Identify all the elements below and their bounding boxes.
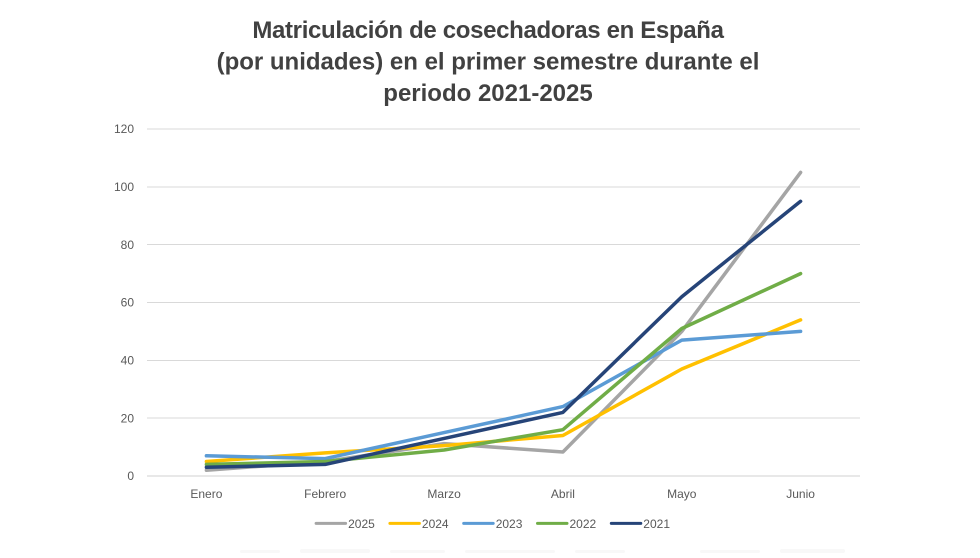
svg-text:120: 120 bbox=[114, 122, 134, 136]
svg-text:(por unidades) en el primer se: (por unidades) en el primer semestre dur… bbox=[217, 49, 760, 76]
svg-text:2021: 2021 bbox=[643, 517, 670, 531]
svg-text:2025: 2025 bbox=[348, 517, 375, 531]
svg-text:Marzo: Marzo bbox=[427, 487, 461, 501]
svg-text:80: 80 bbox=[121, 238, 135, 252]
svg-text:0: 0 bbox=[127, 469, 134, 483]
svg-text:40: 40 bbox=[121, 354, 135, 368]
svg-text:Junio: Junio bbox=[786, 487, 815, 501]
svg-text:Enero: Enero bbox=[190, 487, 222, 501]
svg-text:periodo 2021-2025: periodo 2021-2025 bbox=[383, 80, 592, 107]
svg-text:Matriculación de cosechadoras: Matriculación de cosechadoras en España bbox=[252, 17, 724, 44]
svg-text:Abril: Abril bbox=[551, 487, 575, 501]
svg-text:2024: 2024 bbox=[422, 517, 449, 531]
svg-text:Mayo: Mayo bbox=[667, 487, 697, 501]
svg-text:2023: 2023 bbox=[496, 517, 523, 531]
svg-text:60: 60 bbox=[121, 296, 135, 310]
svg-text:100: 100 bbox=[114, 180, 134, 194]
svg-text:Febrero: Febrero bbox=[304, 487, 346, 501]
svg-text:2022: 2022 bbox=[570, 517, 597, 531]
svg-text:20: 20 bbox=[121, 411, 135, 425]
